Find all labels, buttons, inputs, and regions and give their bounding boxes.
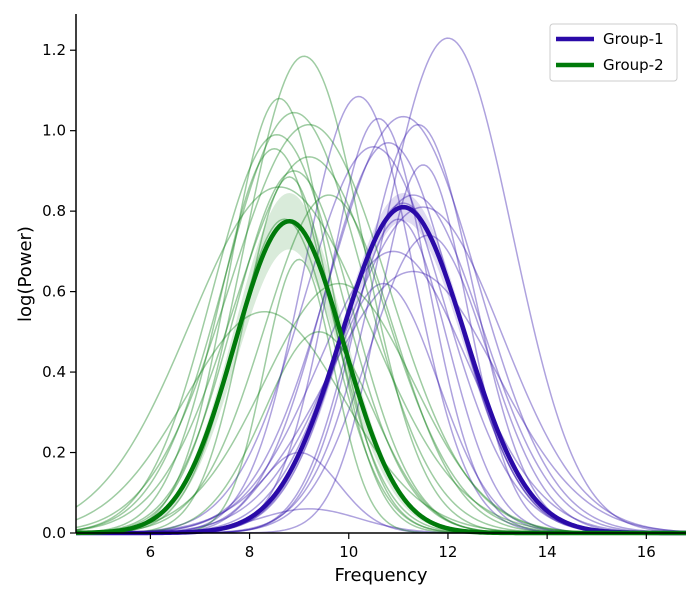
- legend: Group-1 Group-2: [549, 23, 678, 82]
- y-tick-label: 0.8: [42, 202, 66, 220]
- curve-series-1-14: [75, 250, 687, 534]
- y-tick-label: 0.0: [42, 524, 66, 542]
- curve-series-1-10: [76, 202, 687, 534]
- curve-series-1-15: [75, 270, 687, 534]
- y-tick-label: 0.6: [42, 283, 66, 301]
- y-ticks: 0.0 0.2 0.4 0.6 0.8 1.0 1.2: [42, 41, 76, 542]
- curve-series-2-5: [75, 133, 686, 534]
- ci-band-series-2: [76, 193, 686, 534]
- axes: [75, 14, 686, 534]
- curve-series-2-16: [76, 331, 686, 534]
- y-tick-label: 1.2: [42, 41, 66, 59]
- plot-area: [75, 37, 687, 536]
- x-tick-label: 6: [146, 543, 156, 561]
- curve-series-1-4: [76, 115, 687, 534]
- x-tick-label: 10: [339, 543, 358, 561]
- x-tick-label: 16: [637, 543, 656, 561]
- y-axis-title: log(Power): [15, 226, 36, 322]
- x-axis-title: Frequency: [335, 565, 428, 586]
- x-tick-label: 8: [245, 543, 255, 561]
- y-tick-label: 0.4: [42, 363, 66, 381]
- x-tick-label: 12: [438, 543, 457, 561]
- curve-series-1-11: [75, 206, 687, 534]
- legend-label-group-1: Group-1: [603, 30, 664, 48]
- y-tick-label: 1.0: [42, 122, 66, 140]
- legend-label-group-2: Group-2: [603, 56, 664, 74]
- x-tick-label: 14: [538, 543, 557, 561]
- x-ticks: 6 8 10 12 14 16: [146, 533, 656, 561]
- y-tick-label: 0.2: [42, 444, 66, 462]
